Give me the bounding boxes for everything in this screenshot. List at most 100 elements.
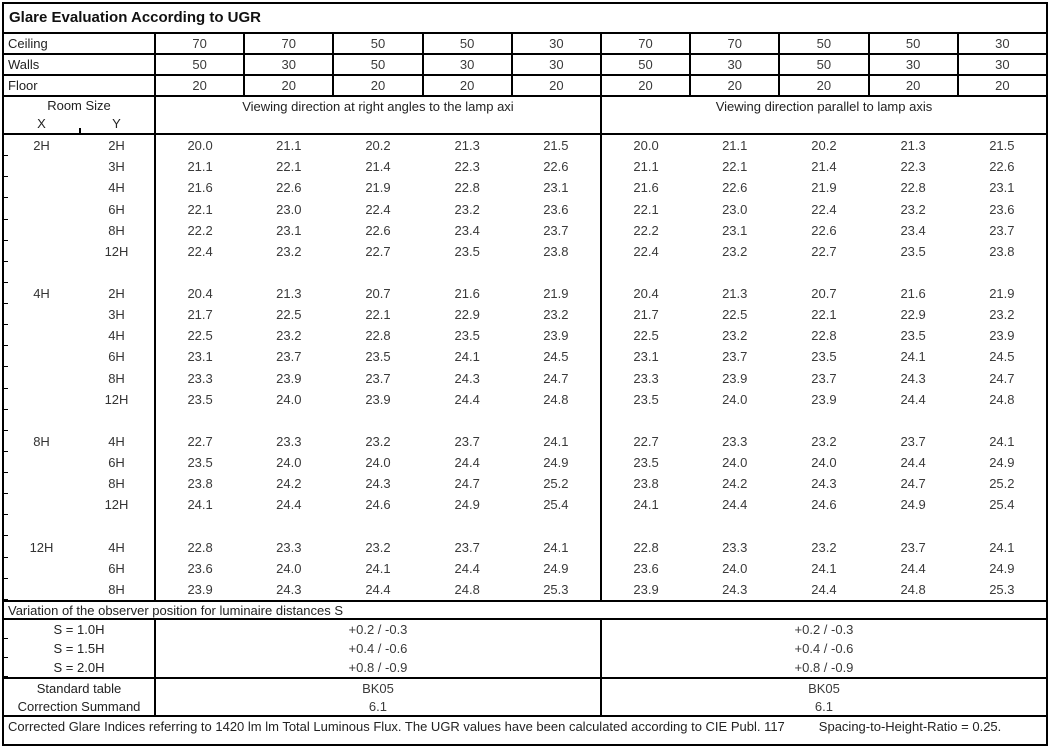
ugr-value-cell: 22.6 xyxy=(722,180,748,196)
ugr-value-cell xyxy=(153,261,245,283)
ugr-value-cell: 22.7 xyxy=(153,430,245,452)
ugr-value-cell: 21.6 xyxy=(153,177,245,199)
ugr-value-cell: 22.6 xyxy=(276,180,302,196)
header-row-2: X Y xyxy=(3,113,1047,136)
x-column-header: X xyxy=(3,113,79,136)
ugr-value-cell xyxy=(958,262,1047,283)
correction-summand-value: 6.1 xyxy=(154,697,601,717)
reflectance-value-cell: 30 xyxy=(689,53,780,76)
ugr-value-cell: 21.9 xyxy=(989,286,1015,302)
ugr-value-cell xyxy=(779,410,868,431)
ugr-value-cell: 25.2 xyxy=(543,476,569,492)
ugr-value-cell: 21.3 xyxy=(722,286,748,302)
ugr-value-cell xyxy=(333,410,422,431)
ugr-value-cell: 24.8 xyxy=(900,581,926,597)
ugr-data-row xyxy=(3,515,1047,537)
ugr-value-cell: 24.4 xyxy=(811,581,837,597)
ugr-value-cell: 23.7 xyxy=(811,370,837,386)
ugr-value-cell: 24.9 xyxy=(543,455,569,471)
ugr-value-cell: 21.6 xyxy=(454,286,480,302)
ugr-value-cell: 24.3 xyxy=(811,476,837,492)
ugr-value-cell xyxy=(244,410,333,431)
reflectance-value-cell: 50 xyxy=(153,53,245,76)
ugr-value-cell: 24.4 xyxy=(722,497,748,513)
ugr-value-cell xyxy=(153,515,245,537)
ugr-data-row xyxy=(3,409,1047,431)
ugr-value-cell xyxy=(779,262,868,283)
reflectance-value-cell: 50 xyxy=(778,53,869,76)
ugr-value-cell: 25.2 xyxy=(989,476,1015,492)
ugr-value-cell: 20.7 xyxy=(365,286,391,302)
ugr-value-cell: 22.2 xyxy=(153,219,245,241)
ugr-value-cell xyxy=(423,515,512,536)
ugr-value-cell: 24.0 xyxy=(811,455,837,471)
ugr-value-cell: 23.9 xyxy=(543,328,569,344)
room-x-cell xyxy=(3,578,79,602)
reflectance-value-cell: 20 xyxy=(956,74,1047,98)
reflectance-row: Ceiling 70 70 50 50 30 70 70 50 50 30 xyxy=(3,32,1047,55)
room-x-cell xyxy=(3,557,79,579)
reflectance-value-cell: 50 xyxy=(867,32,958,55)
room-y-cell: 8H xyxy=(108,222,125,238)
ugr-value-cell: 23.7 xyxy=(722,349,748,365)
room-x-cell: 12H xyxy=(3,536,79,558)
ugr-value-cell: 22.1 xyxy=(276,159,302,175)
title-row: Glare Evaluation According to UGR xyxy=(3,3,1047,34)
ugr-value-cell: 21.1 xyxy=(276,138,302,154)
ugr-value-cell: 24.0 xyxy=(365,455,391,471)
room-y-cell: 4H xyxy=(108,180,125,196)
ugr-value-cell: 24.1 xyxy=(543,433,569,449)
ugr-value-cell: 24.4 xyxy=(900,455,926,471)
ugr-value-cell: 24.3 xyxy=(276,581,302,597)
ugr-data-row: 6H 22.1 23.0 22.4 23.2 23.6 22.1 23.0 22.4 23.2 23… xyxy=(3,198,1047,220)
ugr-value-cell: 24.4 xyxy=(454,391,480,407)
ugr-value-cell: 23.7 xyxy=(454,539,480,555)
variation-row: S = 1.0H +0.2 / -0.3 +0.2 / -0.3 xyxy=(3,619,1047,640)
ugr-value-cell: 22.3 xyxy=(454,159,480,175)
reflectance-label-cell: Floor xyxy=(3,74,155,98)
room-x-cell xyxy=(3,240,79,262)
ugr-value-cell: 22.1 xyxy=(365,307,391,323)
ugr-value-cell: 21.9 xyxy=(365,180,391,196)
ugr-value-cell xyxy=(333,515,422,536)
ugr-value-cell: 21.3 xyxy=(900,138,926,154)
ugr-value-cell: 20.0 xyxy=(153,134,245,157)
variation-row: S = 1.5H +0.4 / -0.6 +0.4 / -0.6 xyxy=(3,639,1047,659)
ugr-value-cell: 24.7 xyxy=(989,370,1015,386)
ugr-value-cell: 24.1 xyxy=(811,560,837,576)
ugr-value-cell: 22.5 xyxy=(153,325,245,347)
room-x-cell: 2H xyxy=(3,134,79,157)
ugr-data-rows: 2H 2H 20.0 21.1 20.2 21.3 21.5 20.0 21.1 20.2 21.3… xyxy=(3,134,1047,602)
ugr-value-cell: 24.3 xyxy=(900,370,926,386)
room-y-cell: 3H xyxy=(108,159,125,175)
ugr-value-cell: 24.4 xyxy=(454,455,480,471)
ugr-value-cell: 22.3 xyxy=(900,159,926,175)
room-y-cell: 4H xyxy=(108,328,125,344)
room-y-cell xyxy=(79,262,155,283)
reflectance-value-cell: 20 xyxy=(421,74,512,98)
ugr-data-row: 12H 22.4 23.2 22.7 23.5 23.8 22.4 23.2 22.7 23.5 2… xyxy=(3,240,1047,262)
reflectance-value-cell: 30 xyxy=(421,53,512,76)
ugr-value-cell: 24.4 xyxy=(900,560,926,576)
ugr-value-cell: 23.9 xyxy=(989,328,1015,344)
footer-cell: Corrected Glare Indices referring to 142… xyxy=(3,715,1047,745)
ugr-value-cell: 23.7 xyxy=(900,433,926,449)
room-size-header: Room Size xyxy=(47,97,111,113)
ugr-value-cell: 23.2 xyxy=(722,328,748,344)
ugr-value-cell: 23.9 xyxy=(599,578,691,602)
ugr-value-cell: 23.7 xyxy=(276,349,302,365)
room-x-cell xyxy=(3,515,79,537)
ugr-value-cell: 23.2 xyxy=(811,539,837,555)
ugr-value-cell: 22.7 xyxy=(811,243,837,259)
ugr-value-cell: 21.4 xyxy=(365,159,391,175)
ugr-value-cell xyxy=(869,410,958,431)
ugr-value-cell: 23.1 xyxy=(989,180,1015,196)
room-x-cell xyxy=(3,388,79,410)
ugr-data-row: 3H 21.7 22.5 22.1 22.9 23.2 21.7 22.5 22.1 22.9 23… xyxy=(3,304,1047,326)
ugr-value-cell: 22.8 xyxy=(454,180,480,196)
ugr-value-cell: 24.4 xyxy=(900,391,926,407)
ugr-value-cell: 21.7 xyxy=(153,304,245,326)
room-x-cell: 4H xyxy=(3,282,79,305)
room-y-cell: 4H xyxy=(108,433,125,449)
ugr-value-cell: 23.3 xyxy=(153,367,245,389)
